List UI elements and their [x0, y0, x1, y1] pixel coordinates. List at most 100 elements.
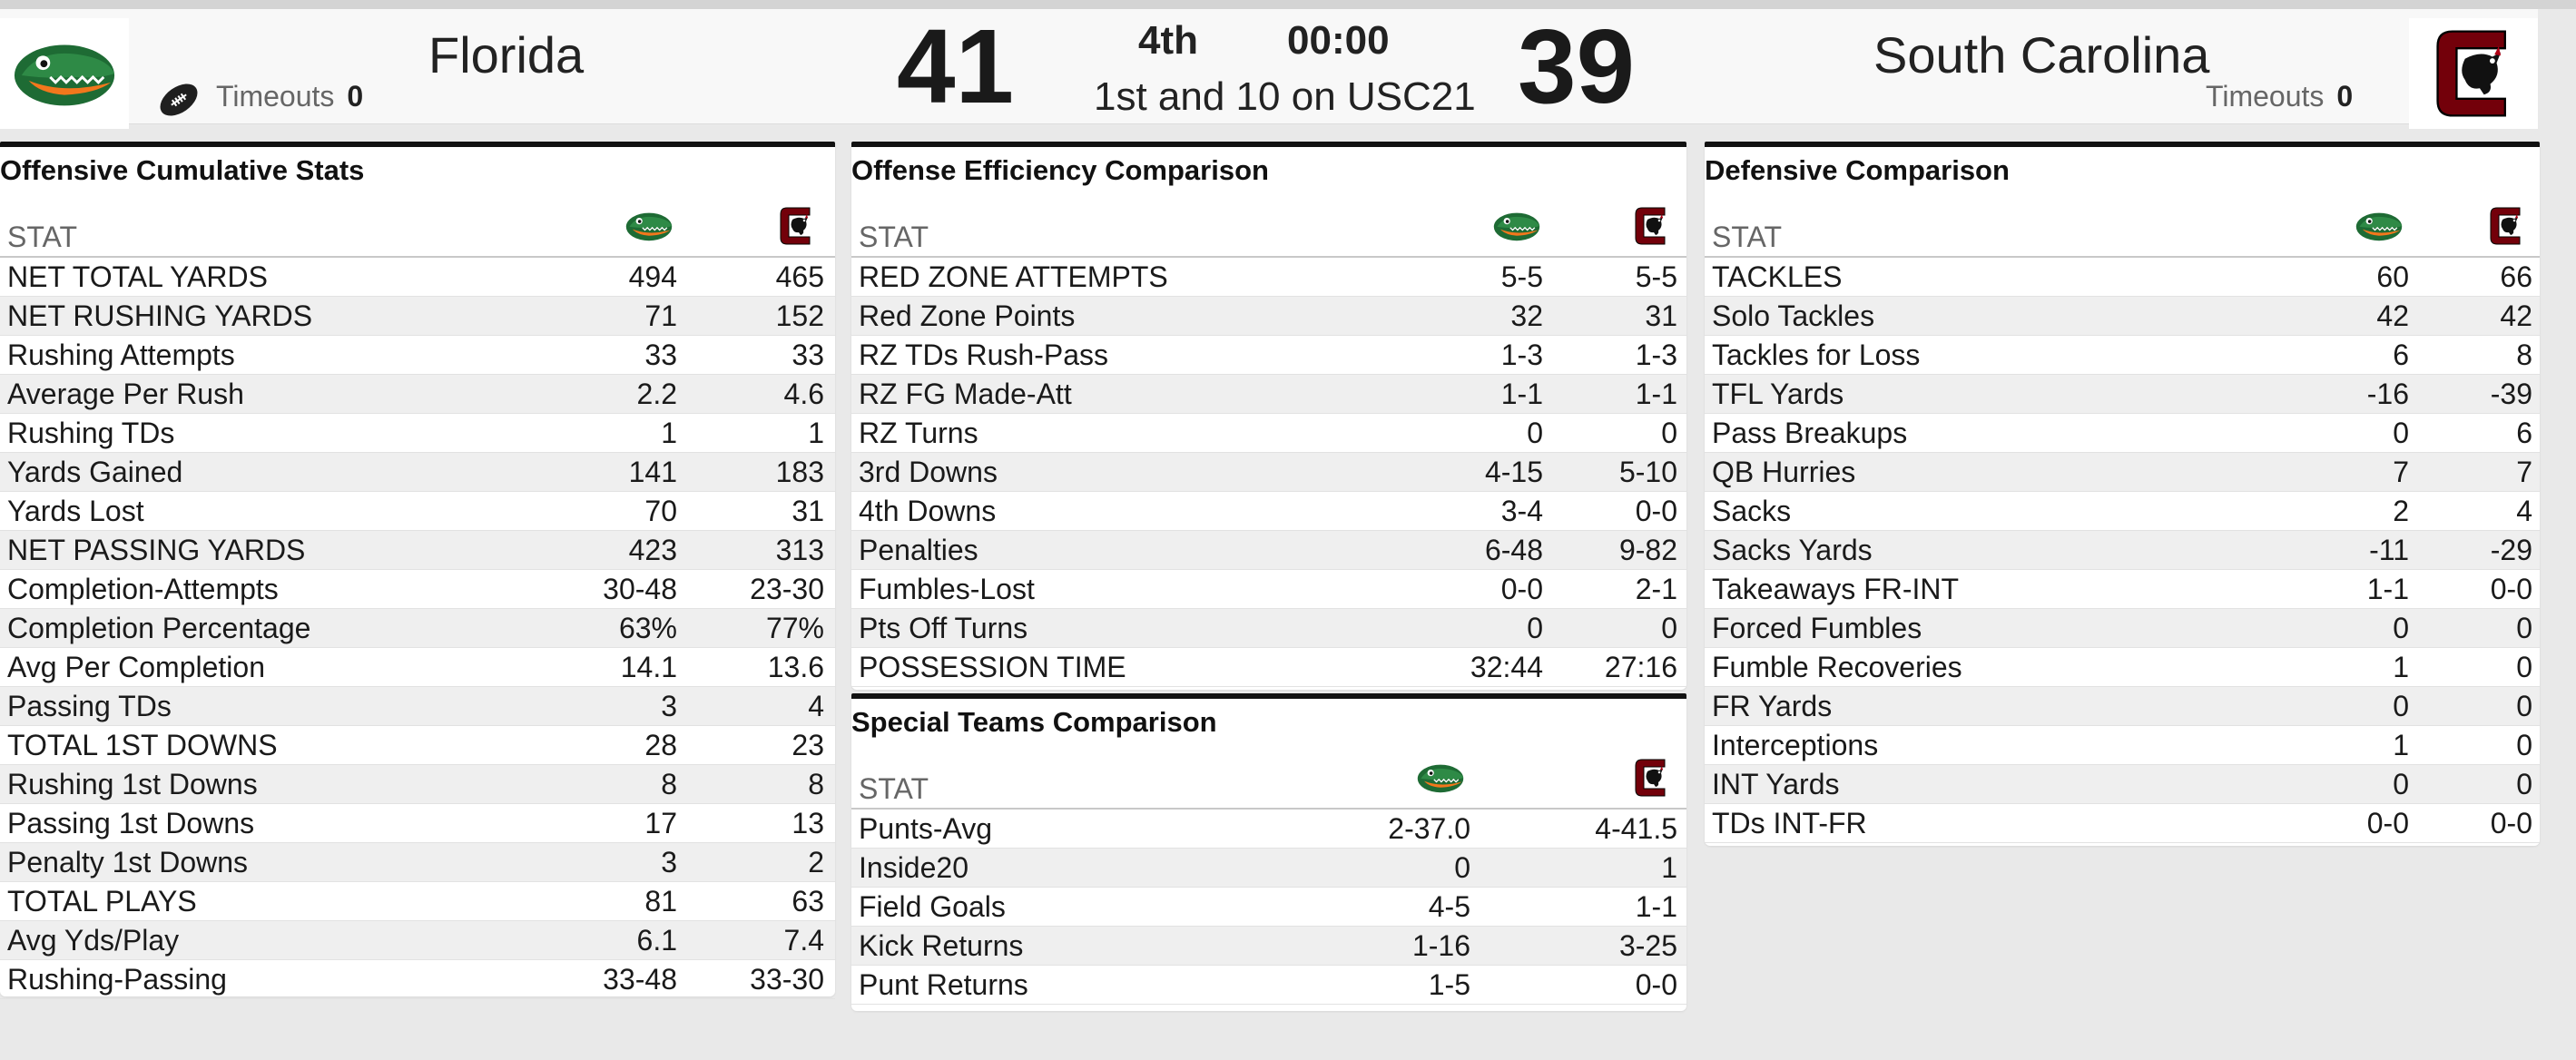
table-row: Forced Fumbles 0 0 — [1705, 609, 2540, 648]
south-carolina-value: 4 — [808, 690, 824, 722]
table-row: Penalties 6-48 9-82 — [851, 531, 1686, 570]
table-row: Kick Returns 1-16 3-25 — [851, 927, 1686, 966]
stat-label: Interceptions — [1712, 729, 1879, 761]
table-row: TFL Yards -16 -39 — [1705, 375, 2540, 414]
stat-column-header: STAT — [859, 772, 929, 805]
florida-value: 141 — [628, 456, 677, 488]
panel-title: Special Teams Comparison — [851, 706, 1217, 738]
stat-label: Inside20 — [859, 851, 968, 884]
florida-value: 2-37.0 — [1388, 812, 1470, 845]
south-carolina-value: 13 — [791, 807, 824, 839]
south-carolina-value: 313 — [775, 534, 824, 566]
table-row: Rushing-Passing 33-48 33-30 — [0, 960, 835, 999]
stat-label: POSSESSION TIME — [859, 651, 1126, 683]
south-carolina-value: 33 — [791, 339, 824, 371]
football-icon — [160, 83, 198, 116]
florida-value: 494 — [628, 260, 677, 293]
table-row: Takeaways FR-INT 1-1 0-0 — [1705, 570, 2540, 609]
south-carolina-value: 5-5 — [1635, 260, 1677, 293]
stat-label: Sacks Yards — [1712, 534, 1873, 566]
south-carolina-value: 2 — [808, 846, 824, 878]
florida-value: 3-4 — [1500, 495, 1543, 527]
south-carolina-value: 8 — [2516, 339, 2532, 371]
stat-rows: Punts-Avg 2-37.0 4-41.5 Inside20 0 1 Field Goa… — [851, 810, 1686, 1005]
table-row: Red Zone Points 32 31 — [851, 297, 1686, 336]
south-carolina-value: 23-30 — [750, 573, 824, 605]
south-carolina-value: 33-30 — [750, 963, 824, 996]
stat-label: NET TOTAL YARDS — [7, 260, 268, 293]
stat-label: Tackles for Loss — [1712, 339, 1921, 371]
table-row: NET PASSING YARDS 423 313 — [0, 531, 835, 570]
florida-gators-logo — [625, 212, 673, 241]
south-carolina-value: 6 — [2516, 417, 2532, 449]
stat-label: RZ TDs Rush-Pass — [859, 339, 1109, 371]
south-carolina-value: 23 — [791, 729, 824, 761]
florida-column-logo — [1492, 203, 1541, 249]
table-row: Avg Per Completion 14.1 13.6 — [0, 648, 835, 687]
stat-label: Yards Lost — [7, 495, 144, 527]
table-row: Rushing 1st Downs 8 8 — [0, 765, 835, 804]
florida-value: 1 — [661, 417, 677, 449]
stat-label: RZ Turns — [859, 417, 978, 449]
south-carolina-value: 4-41.5 — [1595, 812, 1677, 845]
table-row: NET TOTAL YARDS 494 465 — [0, 258, 835, 297]
florida-value: 6 — [2393, 339, 2409, 371]
south-carolina-value: 13.6 — [767, 651, 824, 683]
table-row: Yards Gained 141 183 — [0, 453, 835, 492]
florida-value: -11 — [2369, 534, 2409, 566]
table-row: Penalty 1st Downs 3 2 — [0, 843, 835, 882]
florida-value: 63% — [618, 612, 677, 644]
down-and-distance: 1st and 10 on USC21 — [1094, 74, 1476, 119]
stat-label: Sacks — [1712, 495, 1792, 527]
florida-value: 70 — [644, 495, 677, 527]
offensive-stats-panel: Offensive Cumulative Stats STAT NET TOTA… — [0, 142, 835, 999]
table-row: Sacks 2 4 — [1705, 492, 2540, 531]
home-logo[interactable] — [0, 18, 129, 129]
florida-value: 5-5 — [1500, 260, 1543, 293]
florida-value: 0 — [1527, 417, 1543, 449]
south-carolina-value: 0 — [2516, 729, 2532, 761]
away-logo[interactable] — [2409, 18, 2538, 129]
south-carolina-value: 0 — [1661, 417, 1677, 449]
florida-value: 1-16 — [1411, 929, 1470, 962]
table-row: QB Hurries 7 7 — [1705, 453, 2540, 492]
stat-column-header: STAT — [859, 221, 929, 253]
panel-title: Defensive Comparison — [1705, 154, 2010, 186]
florida-value: 32:44 — [1470, 651, 1543, 683]
away-team-name[interactable]: South Carolina — [1873, 26, 2210, 83]
home-team-name[interactable]: Florida — [428, 26, 585, 83]
table-row: 3rd Downs 4-15 5-10 — [851, 453, 1686, 492]
florida-value: 7 — [2393, 456, 2409, 488]
stat-label: Punt Returns — [859, 968, 1028, 1001]
table-row: TOTAL PLAYS 81 63 — [0, 882, 835, 921]
stat-label: FR Yards — [1712, 690, 1833, 722]
table-row: INT Yards 0 0 — [1705, 765, 2540, 804]
florida-value: 6-48 — [1484, 534, 1543, 566]
south-carolina-value: 77% — [765, 612, 824, 644]
south-carolina-value: 1 — [1661, 851, 1677, 884]
table-row: Punts-Avg 2-37.0 4-41.5 — [851, 810, 1686, 849]
stat-label: Punts-Avg — [859, 812, 993, 845]
table-row: RZ TDs Rush-Pass 1-3 1-3 — [851, 336, 1686, 375]
table-row: Interceptions 1 0 — [1705, 726, 2540, 765]
table-row: TDs INT-FR 0-0 0-0 — [1705, 804, 2540, 843]
florida-value: 1-3 — [1500, 339, 1543, 371]
stat-label: Fumble Recoveries — [1712, 651, 1962, 683]
florida-value: 0-0 — [1500, 573, 1543, 605]
stat-label: QB Hurries — [1712, 456, 1856, 488]
stat-label: Avg Yds/Play — [7, 924, 180, 957]
table-row: Average Per Rush 2.2 4.6 — [0, 375, 835, 414]
scoreboard: Timeouts 0 Florida 41 4th 00:00 1st and 1… — [0, 9, 2538, 129]
florida-value: 14.1 — [620, 651, 677, 683]
south-carolina-value: 63 — [791, 885, 824, 918]
stat-label: TACKLES — [1712, 260, 1843, 293]
stat-label: 4th Downs — [859, 495, 997, 527]
florida-value: 2.2 — [636, 378, 677, 410]
south-carolina-value: 1-3 — [1635, 339, 1677, 371]
stat-label: TOTAL PLAYS — [7, 885, 197, 918]
florida-value: 1-1 — [2366, 573, 2409, 605]
south-carolina-gamecocks-logo — [2490, 207, 2521, 245]
game-clock: 00:00 — [1287, 18, 1390, 63]
florida-value: 4-15 — [1484, 456, 1543, 488]
stat-label: Passing 1st Downs — [7, 807, 255, 839]
